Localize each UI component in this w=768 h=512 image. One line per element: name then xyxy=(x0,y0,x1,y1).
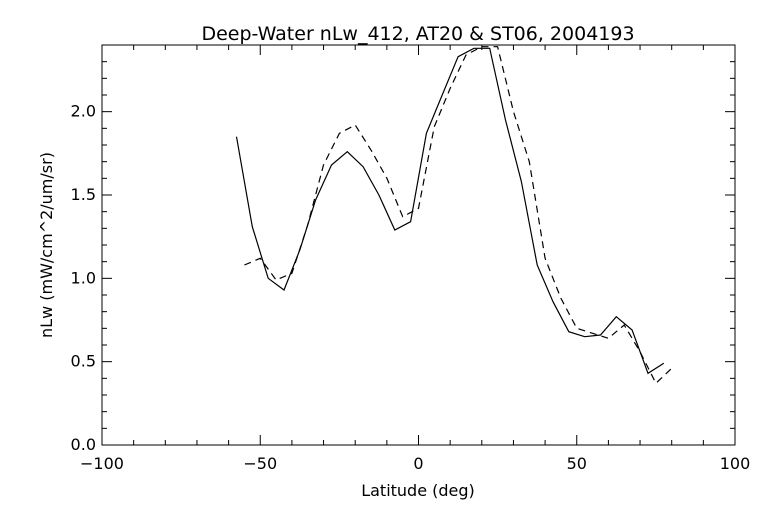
x-tick-label: 100 xyxy=(720,454,751,473)
y-tick-label: 2.0 xyxy=(71,102,96,121)
x-tick-label: 0 xyxy=(413,454,423,473)
plot-frame xyxy=(101,44,736,446)
y-axis-label: nLw (mW/cm^2/um/sr) xyxy=(37,152,56,338)
y-tick-label: 0.0 xyxy=(71,435,96,454)
x-tick-label: −100 xyxy=(80,454,124,473)
y-tick-label: 0.5 xyxy=(71,352,96,371)
x-tick-label: 50 xyxy=(567,454,587,473)
solid-series-line xyxy=(235,47,665,375)
chart-title: Deep-Water nLw_412, AT20 & ST06, 2004193 xyxy=(201,23,634,45)
axis-ticks xyxy=(101,44,736,446)
dashed-series-line xyxy=(244,46,673,385)
series-layer xyxy=(235,46,673,385)
x-tick-label: −50 xyxy=(243,454,277,473)
x-axis-label: Latitude (deg) xyxy=(361,481,475,500)
tick-labels: −100 −50 0 50 100 0.0 0.5 1.0 1.5 2.0 xyxy=(71,102,751,473)
y-tick-label: 1.5 xyxy=(71,185,96,204)
y-tick-label: 1.0 xyxy=(71,268,96,287)
